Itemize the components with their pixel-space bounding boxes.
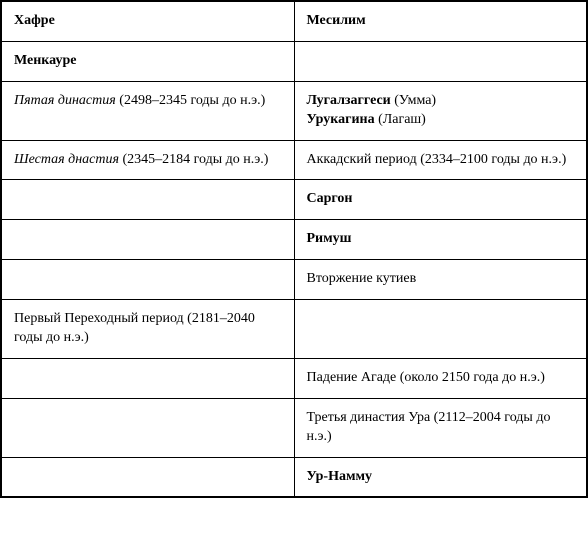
cell-left: Первый Переходный период (2181–2040 годы… [1, 300, 294, 359]
cell-right [294, 300, 587, 359]
cell-right: Саргон [294, 180, 587, 220]
table-row: Вторжение кутиев [1, 260, 587, 300]
cell-right: Третья династия Ура (2112–2004 годы до н… [294, 398, 587, 457]
history-table: ХафреМесилимМенкауре Пятая династия (249… [0, 0, 588, 498]
cell-left: Менкауре [1, 41, 294, 81]
cell-left: Пятая династия (2498–2345 годы до н.э.) [1, 81, 294, 140]
table-row: Шестая днастия (2345–2184 годы до н.э.)А… [1, 140, 587, 180]
cell-right: Падение Агаде (около 2150 года до н.э.) [294, 358, 587, 398]
cell-right [294, 41, 587, 81]
cell-right: Лугалзаггеси (Умма)Урукагина (Лагаш) [294, 81, 587, 140]
cell-left: Шестая днастия (2345–2184 годы до н.э.) [1, 140, 294, 180]
cell-left [1, 457, 294, 497]
table-row: Менкауре [1, 41, 587, 81]
table-row: Падение Агаде (около 2150 года до н.э.) [1, 358, 587, 398]
cell-left [1, 358, 294, 398]
cell-right: Римуш [294, 220, 587, 260]
cell-right: Месилим [294, 1, 587, 41]
table-body: ХафреМесилимМенкауре Пятая династия (249… [1, 1, 587, 497]
cell-left [1, 180, 294, 220]
table-row: Третья династия Ура (2112–2004 годы до н… [1, 398, 587, 457]
cell-left: Хафре [1, 1, 294, 41]
cell-left [1, 398, 294, 457]
cell-right: Аккадский период (2334–2100 годы до н.э.… [294, 140, 587, 180]
cell-right: Вторжение кутиев [294, 260, 587, 300]
cell-left [1, 220, 294, 260]
table-row: Ур-Намму [1, 457, 587, 497]
cell-right: Ур-Намму [294, 457, 587, 497]
table-row: Римуш [1, 220, 587, 260]
table-row: ХафреМесилим [1, 1, 587, 41]
table-row: Первый Переходный период (2181–2040 годы… [1, 300, 587, 359]
table-row: Пятая династия (2498–2345 годы до н.э.)Л… [1, 81, 587, 140]
cell-left [1, 260, 294, 300]
table-row: Саргон [1, 180, 587, 220]
